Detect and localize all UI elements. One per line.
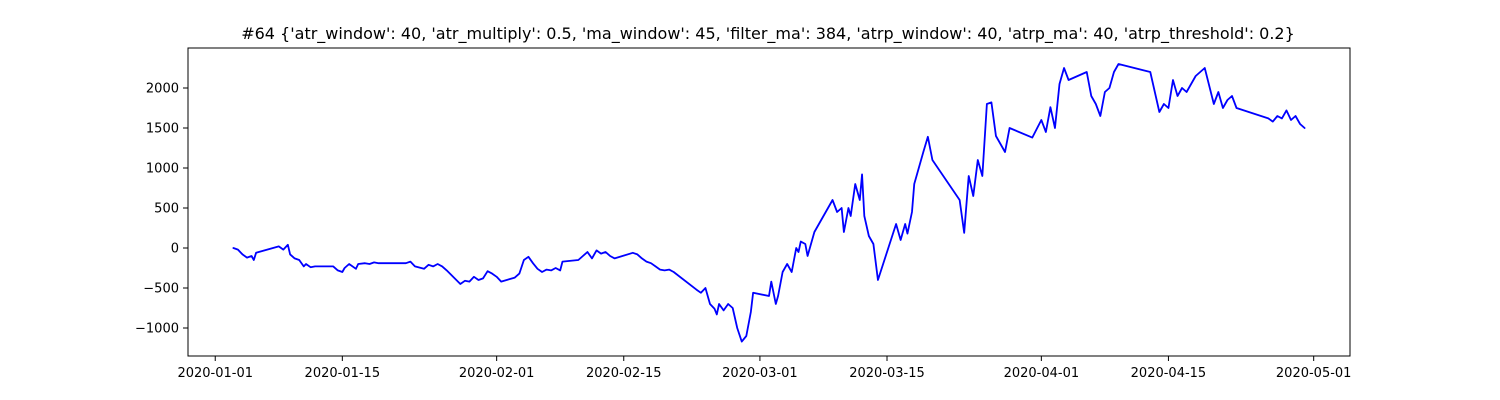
x-tick-label: 2020-03-15 xyxy=(849,366,925,381)
series-layer xyxy=(232,63,1306,343)
x-tick-label: 2020-01-01 xyxy=(177,366,253,381)
y-tick-label: 1000 xyxy=(146,162,179,177)
x-tick-label: 2020-02-15 xyxy=(586,366,662,381)
series-line xyxy=(232,63,1306,343)
x-axis: 2020-01-01 2020-01-15 2020-02-01 2020-02-15… xyxy=(177,356,1351,381)
y-tick-label: 0 xyxy=(171,242,179,257)
chart-title: #64 {'atr_window': 40, 'atr_multiply': 0… xyxy=(241,24,1295,44)
x-tick-label: 2020-05-01 xyxy=(1276,366,1352,381)
x-tick-label: 2020-04-15 xyxy=(1131,366,1207,381)
x-tick-label: 2020-02-01 xyxy=(459,366,535,381)
y-tick-label: 1500 xyxy=(146,122,179,137)
plot-area xyxy=(187,47,1351,357)
y-tick-label: 500 xyxy=(154,202,179,217)
x-tick-label: 2020-01-15 xyxy=(305,366,381,381)
x-tick-label: 2020-03-01 xyxy=(722,366,798,381)
plot-frame xyxy=(187,47,1351,357)
y-tick-label: 2000 xyxy=(146,82,179,97)
y-tick-label: −500 xyxy=(143,282,179,297)
x-tick-label: 2020-04-01 xyxy=(1004,366,1080,381)
y-axis: −1000 −500 0 500 1000 1500 2000 xyxy=(135,82,188,337)
y-tick-label: −1000 xyxy=(135,322,179,337)
